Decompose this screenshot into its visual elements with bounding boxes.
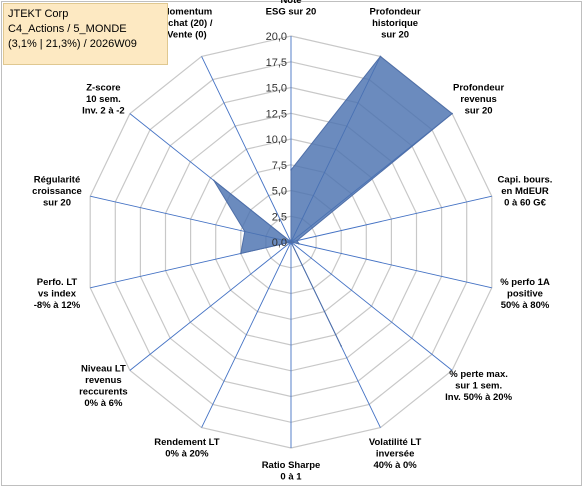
axis-label-9: Niveau LT revenus reccurents 0% à 6% [79, 363, 128, 409]
spoke-8 [201, 241, 292, 428]
spoke-3 [290, 195, 492, 243]
data-point-6 [340, 345, 342, 347]
tick-label: 20,0 [266, 31, 287, 43]
data-point-4 [298, 243, 300, 245]
axis-label-11: Régularité croissance sur 20 [32, 175, 82, 209]
spoke-9 [129, 241, 292, 371]
axis-label-5: % perte max. sur 1 sem. Inv. 50% à 20% [445, 369, 512, 403]
tick-label: 2,5 [272, 211, 287, 223]
company-name: JTEKT Corp [8, 8, 69, 20]
data-point-10 [240, 252, 242, 255]
title-box: JTEKT Corp C4_Actions / 5_MONDE (3,1% | … [3, 3, 168, 65]
data-point-11 [244, 230, 246, 233]
axis-label-0: Note ESG sur 20 [266, 0, 317, 18]
axis-label-10: Perfo. LT vs index -8% à 12% [34, 277, 81, 311]
axis-label-3: Capi. bours. en MdEUR 0 à 60 G€ [498, 175, 553, 209]
tick-label: 15,0 [266, 83, 287, 95]
tick-label: 12,5 [266, 108, 287, 120]
spoke-4 [290, 241, 492, 289]
radar-series [212, 55, 453, 347]
axis-label-2: Profondeur revenus sur 20 [453, 82, 504, 116]
radial-tick-labels: 0,0 2,5 5,0 7,5 10,0 12,5 15,0 17,5 20,0 [266, 31, 287, 249]
data-point-0 [290, 169, 292, 171]
axis-label-1: Profondeur historique sur 20 [369, 6, 420, 40]
spoke-13 [201, 56, 292, 243]
axis-label-12: Z-score 10 sem. Inv. 2 à -2 [82, 82, 125, 116]
axis-label-6: Volatilité LT inversée 40% à 0% [369, 437, 422, 471]
tick-label: 0,0 [272, 237, 287, 249]
axis-label-7: Ratio Sharpe 0 à 1 [262, 460, 321, 483]
tick-label: 5,0 [272, 186, 287, 198]
series-area [213, 55, 453, 347]
axis-label-13: Momentum Achat (20) / Vente (0) [161, 6, 213, 40]
tick-label: 17,5 [266, 57, 287, 69]
data-point-3 [296, 239, 298, 242]
spoke-5 [290, 241, 453, 371]
data-point-12 [212, 179, 215, 182]
data-point-1 [379, 55, 382, 58]
tick-label: 7,5 [272, 160, 287, 172]
axis-label-8: Rendement LT 0% à 20% [154, 437, 219, 460]
axis-labels: Note ESG sur 20 Profondeur historique sur 20… [32, 0, 552, 483]
data-point-2 [451, 112, 453, 115]
axis-label-4: % perfo 1A positive 50% à 80% [500, 277, 550, 311]
period-info: (3,1% | 21,3%) / 2026W09 [8, 38, 137, 50]
portfolio-name: C4_Actions / 5_MONDE [8, 23, 127, 35]
tick-label: 10,0 [266, 134, 287, 146]
data-point-13 [290, 241, 292, 243]
